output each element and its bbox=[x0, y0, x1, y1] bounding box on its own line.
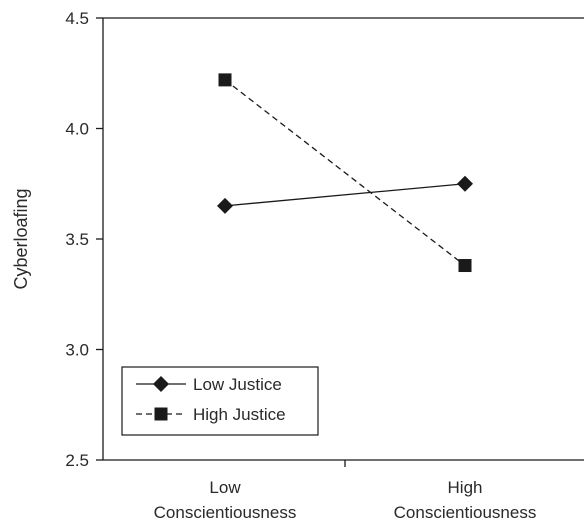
x-category-label: High bbox=[448, 478, 483, 497]
y-tick-label: 4.5 bbox=[65, 9, 89, 28]
y-tick-label: 4.0 bbox=[65, 120, 89, 139]
x-category-label: Low bbox=[209, 478, 241, 497]
y-ticks: 2.5 3.0 3.5 4.0 4.5 bbox=[65, 9, 103, 470]
legend-marker-diamond bbox=[153, 376, 169, 392]
y-tick-label: 3.5 bbox=[65, 230, 89, 249]
legend-label: High Justice bbox=[193, 405, 286, 424]
series-line-high-justice bbox=[224, 79, 466, 267]
legend-label: Low Justice bbox=[193, 375, 282, 394]
y-tick-label: 2.5 bbox=[65, 451, 89, 470]
series-line-low-justice bbox=[224, 183, 466, 207]
data-point-diamond bbox=[457, 175, 473, 192]
x-categories: Low Conscientiousness High Conscientiousnes… bbox=[154, 460, 537, 522]
data-point-square bbox=[218, 73, 232, 87]
legend-box bbox=[121, 366, 319, 436]
x-category-label: Conscientiousness bbox=[394, 503, 537, 522]
y-tick-label: 3.0 bbox=[65, 341, 89, 360]
series-layer bbox=[217, 73, 473, 273]
legend: Low Justice High Justice bbox=[121, 366, 319, 436]
data-point-square bbox=[458, 259, 472, 273]
y-axis-title: Cyberloafing bbox=[11, 188, 31, 289]
x-category-label: Conscientiousness bbox=[154, 503, 297, 522]
legend-marker-square bbox=[154, 407, 168, 421]
data-point-diamond bbox=[217, 197, 233, 214]
